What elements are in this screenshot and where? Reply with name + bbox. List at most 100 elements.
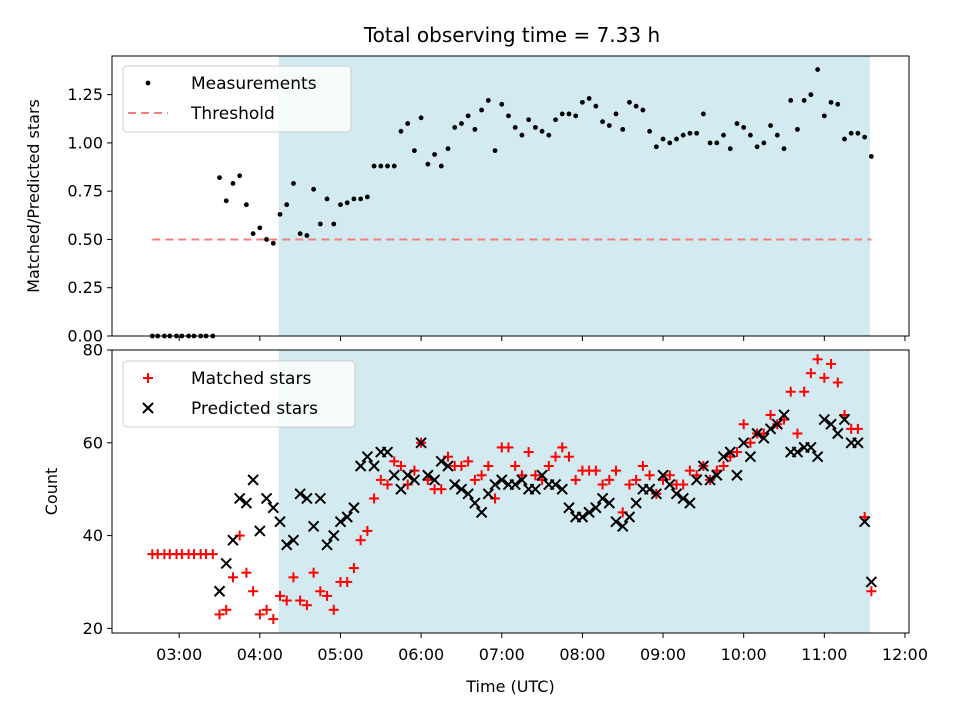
predicted-star-point	[328, 529, 340, 542]
measurement-point	[821, 113, 827, 119]
measurement-point	[304, 233, 310, 238]
matched-star-point	[550, 451, 561, 462]
matched-star-point	[631, 474, 642, 485]
measurement-point	[868, 154, 874, 159]
measurement-point	[459, 121, 464, 126]
matched-star-point	[207, 549, 218, 560]
predicted-star-point	[536, 469, 548, 481]
legend-matched-marker	[143, 373, 153, 383]
counts-series	[147, 354, 878, 625]
predicted-star-point	[260, 492, 273, 505]
predicted-star-point	[576, 511, 589, 523]
matched-star-point	[469, 474, 480, 485]
x-tick-label: 04:00	[237, 645, 283, 664]
measurement-point	[721, 132, 726, 138]
measurement-point	[432, 152, 437, 157]
predicted-star-point	[690, 474, 703, 486]
predicted-star-point	[858, 515, 871, 528]
matched-star-point	[805, 368, 816, 379]
matched-star-point	[281, 595, 292, 606]
measurements-series	[149, 67, 874, 339]
measurement-point	[277, 211, 283, 217]
measurement-point	[580, 99, 585, 105]
top-observing-span	[278, 56, 871, 336]
predicted-star-point	[724, 446, 736, 458]
measurement-point	[217, 175, 222, 181]
matched-star-point	[389, 456, 400, 467]
matched-star-point	[611, 465, 622, 476]
measurement-point	[284, 202, 290, 208]
bottom-y-tick-label: 40	[83, 526, 103, 545]
predicted-star-point	[442, 460, 454, 472]
x-tick-label: 08:00	[559, 645, 605, 664]
measurement-point	[627, 99, 632, 105]
chart-title: Total observing time = 7.33 h	[363, 23, 660, 47]
measurement-point	[398, 128, 404, 134]
legend-box	[122, 65, 352, 133]
measurement-point	[727, 146, 733, 152]
predicted-star-point	[496, 474, 508, 486]
measurement-point	[620, 126, 626, 132]
predicted-star-point	[509, 478, 521, 491]
predicted-star-point	[388, 469, 400, 481]
predicted-star-point	[247, 474, 259, 486]
measurement-point	[734, 121, 740, 126]
matched-star-point	[308, 567, 319, 578]
measurement-point	[613, 111, 619, 117]
measurement-point	[714, 140, 720, 146]
matched-star-point	[328, 604, 339, 615]
measurement-point	[801, 98, 807, 103]
measurement-point	[600, 119, 605, 125]
measurement-point	[667, 140, 673, 146]
matched-star-point	[510, 460, 521, 471]
predicted-star-point	[233, 492, 246, 505]
x-tick-label: 03:00	[156, 645, 202, 664]
measurement-point	[808, 92, 814, 98]
measurement-point	[465, 113, 471, 119]
predicted-star-point	[415, 437, 427, 449]
matched-star-point	[563, 451, 574, 462]
measurement-point	[647, 128, 653, 134]
measurement-point	[674, 136, 679, 142]
measurement-point	[452, 125, 458, 130]
measurement-point	[223, 198, 229, 204]
legend-label: Measurements	[191, 74, 317, 94]
top-y-tick-label: 0.25	[67, 278, 103, 297]
measurement-point	[371, 163, 377, 169]
matched-star-point	[395, 460, 406, 471]
matched-star-point	[812, 354, 823, 365]
predicted-star-point	[737, 437, 750, 449]
top-y-tick-label: 0.00	[67, 327, 103, 346]
predicted-star-point	[758, 432, 770, 444]
measurement-point	[230, 181, 236, 186]
predicted-star-point	[334, 515, 347, 528]
matched-star-point	[234, 530, 245, 541]
measurement-point	[653, 144, 659, 150]
legend-label: Matched stars	[191, 369, 311, 389]
measurement-point	[526, 117, 532, 123]
measurement-point	[438, 163, 444, 169]
predicted-star-point	[697, 460, 710, 472]
predicted-star-point	[529, 483, 542, 495]
matched-star-point	[456, 460, 467, 471]
matched-star-point	[731, 447, 742, 458]
measurement-point	[680, 132, 686, 138]
predicted-star-point	[516, 474, 528, 486]
predicted-star-point	[220, 557, 232, 570]
matched-star-point	[718, 460, 729, 471]
matched-star-point	[241, 567, 252, 578]
legend-label: Predicted stars	[191, 399, 318, 419]
predicted-star-point	[865, 576, 878, 588]
matched-star-point	[604, 474, 615, 485]
measurement-point	[553, 117, 558, 123]
measurement-point	[512, 125, 518, 130]
bottom-y-tick-label: 60	[83, 433, 103, 452]
matched-star-point	[597, 479, 608, 490]
legend-box	[122, 360, 356, 428]
predicted-star-point	[348, 502, 360, 514]
bottom-axes-frame	[111, 349, 910, 634]
predicted-star-point	[596, 492, 609, 505]
matched-star-point	[819, 372, 830, 383]
measurement-point	[324, 196, 330, 202]
